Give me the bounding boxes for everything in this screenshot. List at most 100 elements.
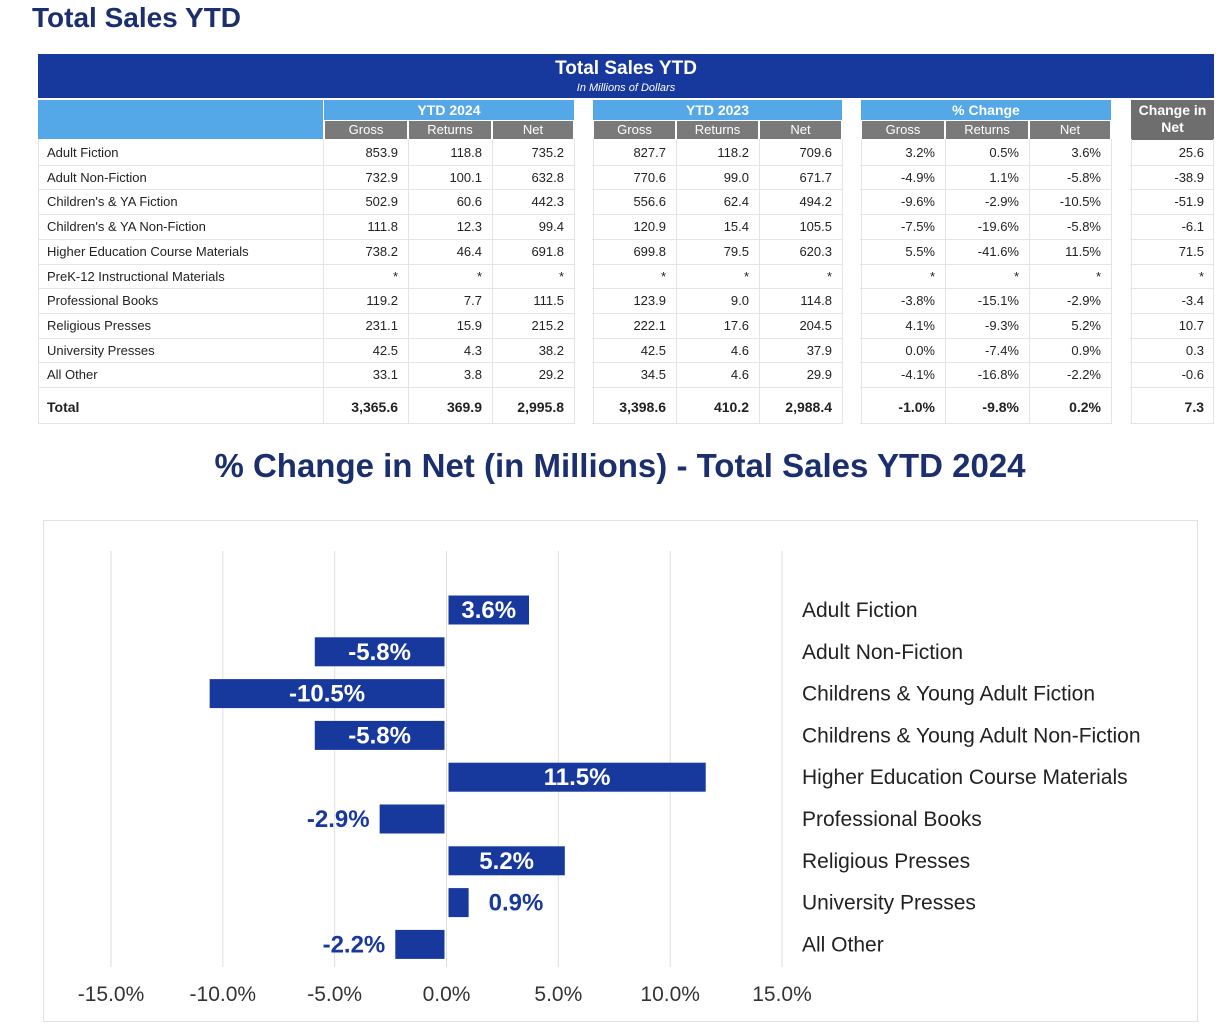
column-header: Gross bbox=[594, 121, 675, 139]
x-tick-label: 5.0% bbox=[534, 983, 582, 1006]
column-divider bbox=[759, 139, 760, 424]
table-cell: -16.8% bbox=[977, 367, 1019, 383]
data-label: 3.6% bbox=[461, 597, 516, 624]
column-divider bbox=[1029, 139, 1030, 424]
total-cell: -1.0% bbox=[898, 399, 935, 415]
category-label: University Presses bbox=[802, 892, 976, 915]
table-cell: 15.4 bbox=[723, 219, 749, 235]
table-cell: -10.5% bbox=[1059, 194, 1101, 210]
table-cell: 853.9 bbox=[365, 145, 398, 160]
label-column-header bbox=[38, 100, 323, 139]
column-header: Returns bbox=[946, 121, 1028, 139]
row-label: Professional Books bbox=[47, 293, 159, 309]
table-cell: 3.6% bbox=[1071, 145, 1101, 160]
table-cell: -19.6% bbox=[977, 219, 1019, 235]
table-cell: 15.9 bbox=[456, 317, 482, 333]
data-label: -10.5% bbox=[289, 681, 365, 708]
table-cell: 4.6 bbox=[730, 342, 749, 358]
table-cell: 10.7 bbox=[1178, 317, 1204, 333]
column-header: Returns bbox=[409, 121, 491, 139]
total-cell: 0.2% bbox=[1069, 399, 1101, 415]
table-cell: 29.2 bbox=[538, 367, 564, 383]
table-cell: -9.3% bbox=[985, 317, 1019, 333]
column-divider bbox=[945, 139, 946, 424]
x-tick-label: -15.0% bbox=[78, 983, 145, 1006]
table-cell: -3.4 bbox=[1181, 293, 1204, 309]
column-divider bbox=[676, 139, 677, 424]
column-divider bbox=[842, 139, 843, 424]
table-cell: 0.5% bbox=[989, 145, 1019, 160]
table-cell: 99.4 bbox=[538, 219, 564, 235]
column-divider bbox=[408, 139, 409, 424]
table-cell: 38.2 bbox=[538, 342, 564, 358]
table-cell: -5.8% bbox=[1067, 169, 1101, 185]
table-cell: 79.5 bbox=[723, 243, 749, 259]
bar bbox=[448, 888, 469, 918]
table-cell: 620.3 bbox=[799, 243, 832, 259]
column-group-header: Change in Net bbox=[1131, 100, 1214, 140]
table-cell: 46.4 bbox=[456, 243, 482, 259]
row-label: University Presses bbox=[47, 342, 155, 358]
table-cell: * bbox=[929, 268, 935, 284]
table-cell: 556.6 bbox=[633, 194, 666, 210]
column-header: Net bbox=[1030, 121, 1110, 139]
table-cell: -0.6 bbox=[1181, 367, 1204, 383]
total-cell: 2,988.4 bbox=[785, 399, 832, 415]
table-cell: 632.8 bbox=[531, 169, 564, 185]
column-divider bbox=[574, 139, 575, 424]
table-cell: * bbox=[660, 268, 666, 284]
table-cell: -7.4% bbox=[985, 342, 1019, 358]
table-cell: 0.9% bbox=[1071, 342, 1101, 358]
x-tick-label: 0.0% bbox=[423, 983, 471, 1006]
table-cell: 0.3 bbox=[1185, 342, 1204, 358]
table-cell: 827.7 bbox=[633, 145, 666, 160]
sales-table: Total Sales YTD In Millions of Dollars Y… bbox=[38, 54, 1214, 426]
table-cell: 770.6 bbox=[633, 169, 666, 185]
table-cell: 114.8 bbox=[800, 293, 832, 309]
data-label: -2.2% bbox=[323, 931, 386, 958]
table-cell: 4.6 bbox=[730, 367, 749, 383]
row-divider bbox=[38, 214, 1214, 216]
bar bbox=[448, 595, 530, 625]
row-divider bbox=[38, 288, 1214, 290]
table-cell: 7.7 bbox=[463, 293, 482, 309]
column-header: Gross bbox=[325, 121, 407, 139]
table-cell: 60.6 bbox=[456, 194, 482, 210]
group-gap bbox=[1112, 98, 1130, 426]
table-cell: 25.6 bbox=[1178, 145, 1204, 160]
column-divider bbox=[1131, 139, 1132, 424]
column-group-header: YTD 2024 bbox=[324, 100, 574, 120]
table-cell: * bbox=[1095, 268, 1101, 284]
bar bbox=[395, 929, 445, 959]
table-cell: 222.1 bbox=[633, 317, 666, 333]
row-divider bbox=[38, 312, 1214, 314]
table-cell: -9.6% bbox=[901, 194, 935, 210]
table-cell: 3.2% bbox=[905, 145, 935, 160]
table-cell: -2.2% bbox=[1067, 367, 1101, 383]
total-cell: 3,365.6 bbox=[351, 399, 398, 415]
row-label: All Other bbox=[47, 367, 98, 383]
row-divider bbox=[38, 362, 1214, 364]
group-gap bbox=[575, 98, 592, 426]
table-header: Total Sales YTD In Millions of Dollars bbox=[38, 54, 1214, 98]
x-tick-label: 15.0% bbox=[752, 983, 812, 1006]
column-divider bbox=[593, 139, 594, 424]
table-cell: 231.1 bbox=[365, 317, 398, 333]
bar bbox=[379, 804, 445, 834]
total-cell: 3,398.6 bbox=[619, 399, 666, 415]
table-cell: -4.1% bbox=[901, 367, 935, 383]
row-label: Higher Education Course Materials bbox=[47, 243, 249, 259]
column-divider bbox=[861, 139, 862, 424]
table-cell: 709.6 bbox=[799, 145, 832, 160]
table-cell: 118.8 bbox=[450, 145, 482, 160]
table-cell: 738.2 bbox=[365, 243, 398, 259]
table-cell: 9.0 bbox=[730, 293, 749, 309]
row-divider bbox=[38, 164, 1214, 166]
bar bbox=[448, 762, 706, 792]
total-cell: 369.9 bbox=[446, 399, 482, 415]
table-cell: 42.5 bbox=[640, 342, 666, 358]
table-cell: 735.2 bbox=[531, 145, 564, 160]
row-divider bbox=[38, 387, 1214, 388]
table-cell: -41.6% bbox=[977, 243, 1019, 259]
table-cell: 732.9 bbox=[365, 169, 398, 185]
